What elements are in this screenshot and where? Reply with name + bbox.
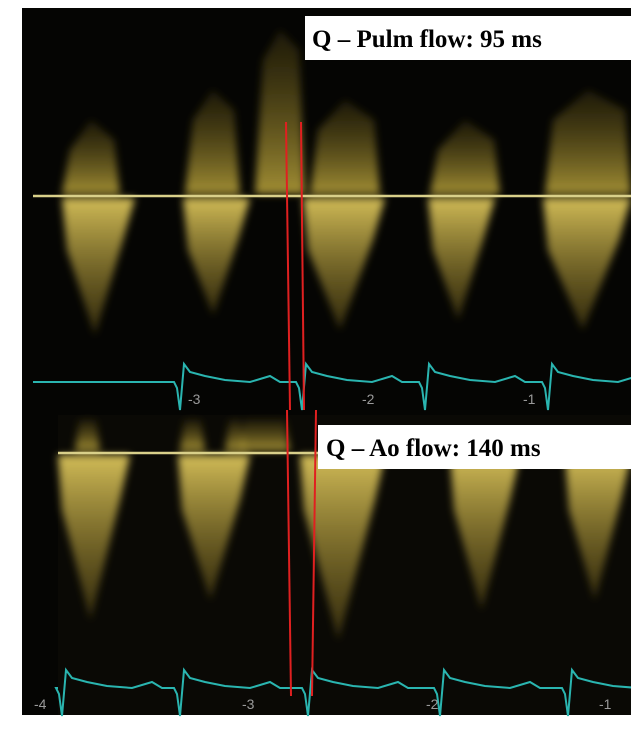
- flow-envelope: [178, 455, 250, 600]
- time-label: -1: [523, 391, 536, 407]
- time-label: -1: [599, 696, 612, 712]
- flow-envelope: [303, 198, 385, 330]
- doppler-signal: [58, 30, 631, 640]
- label-box: [305, 16, 631, 60]
- panel-label: Q – Pulm flow: 95 ms: [312, 26, 542, 53]
- flow-envelope: [543, 198, 631, 330]
- flow-envelope: [240, 420, 290, 451]
- red-marker: [300, 121, 305, 411]
- flow-envelope: [185, 90, 240, 194]
- ecg-trace: [54, 667, 631, 717]
- time-label: -3: [188, 391, 201, 407]
- red-marker: [286, 409, 292, 697]
- flow-envelope: [428, 198, 495, 320]
- flow-envelope: [565, 455, 631, 600]
- red-marker: [285, 121, 291, 411]
- flow-envelope: [62, 120, 120, 194]
- time-label: -4: [34, 696, 47, 712]
- time-label: -2: [426, 696, 439, 712]
- flow-envelope: [58, 455, 130, 620]
- flow-envelope: [183, 198, 250, 315]
- flow-envelope: [310, 100, 380, 194]
- flow-envelope: [450, 455, 520, 610]
- time-label: -2: [362, 391, 375, 407]
- flow-envelope: [75, 420, 100, 451]
- time-label: -3: [242, 696, 255, 712]
- panel-label: Q – Ao flow: 140 ms: [326, 435, 541, 462]
- flow-envelope: [180, 420, 205, 451]
- ecg-trace: [33, 361, 631, 411]
- flow-envelope: [255, 30, 305, 194]
- flow-envelope: [545, 90, 631, 194]
- flow-envelope: [430, 120, 500, 194]
- red-marker: [311, 409, 317, 697]
- flow-envelope: [225, 420, 245, 451]
- flow-envelope: [62, 198, 135, 335]
- label-box: [318, 425, 631, 469]
- flow-envelope: [300, 455, 385, 640]
